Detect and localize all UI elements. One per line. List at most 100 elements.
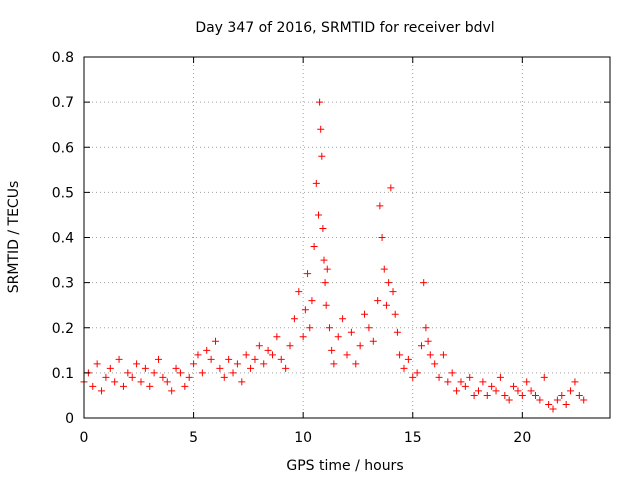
data-point xyxy=(273,333,281,341)
data-point xyxy=(518,391,526,399)
data-point xyxy=(159,373,167,381)
data-point xyxy=(310,243,318,251)
data-point xyxy=(255,342,263,350)
data-point xyxy=(448,369,456,377)
data-point xyxy=(315,211,323,219)
data-point xyxy=(488,382,496,390)
data-point xyxy=(514,387,522,395)
x-tick-label: 5 xyxy=(189,430,198,446)
data-point xyxy=(343,351,351,359)
data-point xyxy=(540,373,548,381)
data-point xyxy=(320,256,328,264)
data-point xyxy=(374,297,382,305)
data-point xyxy=(347,328,355,336)
data-point xyxy=(365,324,373,332)
data-point xyxy=(172,364,180,372)
data-point xyxy=(431,360,439,368)
data-point xyxy=(124,369,132,377)
grid-lines xyxy=(84,57,610,418)
data-point xyxy=(575,391,583,399)
data-point xyxy=(382,301,390,309)
data-point xyxy=(181,382,189,390)
data-point xyxy=(356,342,364,350)
y-tick-labels: 0 0.1 0.2 0.3 0.4 0.5 0.6 0.7 0.8 xyxy=(52,50,74,427)
data-point xyxy=(319,224,327,232)
data-point xyxy=(545,400,553,408)
data-point xyxy=(424,337,432,345)
data-point xyxy=(282,364,290,372)
x-tick-label: 0 xyxy=(80,430,89,446)
data-point xyxy=(444,378,452,386)
data-point xyxy=(141,364,149,372)
data-point xyxy=(207,355,215,363)
x-tick-label: 20 xyxy=(513,430,531,446)
data-point xyxy=(404,355,412,363)
y-axis-label: SRMTID / TECUs xyxy=(6,181,22,294)
data-point xyxy=(119,382,127,390)
data-point xyxy=(562,400,570,408)
data-point xyxy=(567,387,575,395)
data-point xyxy=(198,369,206,377)
data-point xyxy=(396,351,404,359)
data-point xyxy=(306,324,314,332)
data-point xyxy=(277,355,285,363)
data-point xyxy=(318,152,326,160)
data-point xyxy=(242,351,250,359)
data-point xyxy=(137,378,145,386)
data-point xyxy=(98,387,106,395)
data-point xyxy=(479,378,487,386)
data-point xyxy=(496,373,504,381)
data-point xyxy=(212,337,219,345)
data-point xyxy=(453,387,461,395)
data-point xyxy=(439,351,447,359)
data-point xyxy=(422,324,430,332)
data-point xyxy=(553,396,561,404)
data-point xyxy=(308,297,316,305)
data-point xyxy=(409,373,417,381)
data-point xyxy=(185,373,193,381)
data-point xyxy=(321,279,329,287)
y-tick-label: 0.8 xyxy=(52,50,74,66)
data-point xyxy=(233,360,241,368)
data-point xyxy=(216,364,224,372)
axis-ticks xyxy=(83,56,610,419)
data-point xyxy=(115,355,123,363)
data-point xyxy=(400,364,408,372)
data-point xyxy=(483,391,491,399)
data-point xyxy=(536,396,544,404)
data-point xyxy=(387,184,395,192)
data-point xyxy=(475,387,482,395)
data-point xyxy=(268,351,276,359)
data-point xyxy=(549,405,557,413)
data-point xyxy=(238,378,246,386)
chart-title: Day 347 of 2016, SRMTID for receiver bdv… xyxy=(195,20,494,36)
data-point xyxy=(376,202,384,210)
data-point xyxy=(295,288,303,296)
data-point xyxy=(334,333,342,341)
data-point xyxy=(317,125,325,133)
y-tick-label: 0.2 xyxy=(52,321,74,337)
data-points xyxy=(80,98,588,413)
data-point xyxy=(203,346,211,354)
data-point xyxy=(220,373,228,381)
y-tick-label: 0.6 xyxy=(52,140,74,156)
data-point xyxy=(194,351,202,359)
x-axis-label: GPS time / hours xyxy=(286,458,403,474)
data-point xyxy=(523,378,531,386)
data-point xyxy=(247,364,255,372)
y-tick-label: 0 xyxy=(65,411,74,427)
data-point xyxy=(418,342,426,350)
data-point xyxy=(325,324,333,332)
data-point xyxy=(168,387,176,395)
data-point xyxy=(492,387,500,395)
data-point xyxy=(128,373,136,381)
data-point xyxy=(385,279,393,287)
data-point xyxy=(150,369,158,377)
data-point xyxy=(301,306,309,314)
plot-frame xyxy=(83,56,611,419)
data-point xyxy=(361,310,369,318)
data-point xyxy=(299,333,307,341)
data-point xyxy=(352,360,360,368)
data-point xyxy=(378,234,386,241)
y-tick-label: 0.3 xyxy=(52,276,74,292)
